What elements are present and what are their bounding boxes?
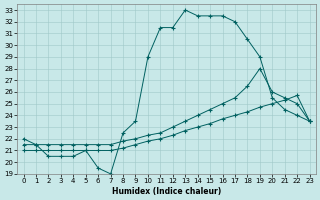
- X-axis label: Humidex (Indice chaleur): Humidex (Indice chaleur): [112, 187, 221, 196]
